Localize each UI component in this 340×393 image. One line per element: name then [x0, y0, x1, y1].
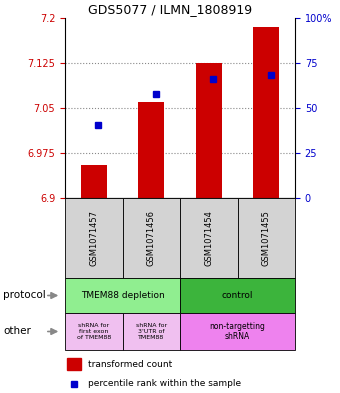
- Bar: [122, 313, 180, 350]
- Text: TMEM88 depletion: TMEM88 depletion: [81, 291, 164, 300]
- Bar: [65, 313, 122, 350]
- Bar: [253, 27, 279, 198]
- Bar: [81, 165, 107, 198]
- Bar: [180, 198, 238, 278]
- Text: protocol: protocol: [3, 290, 46, 301]
- Bar: [196, 63, 222, 198]
- Text: GSM1071456: GSM1071456: [147, 210, 156, 266]
- Text: non-targetting
shRNA: non-targetting shRNA: [209, 322, 266, 341]
- Bar: [67, 358, 81, 371]
- Text: GSM1071454: GSM1071454: [204, 210, 213, 266]
- Text: shRNA for
first exon
of TMEM88: shRNA for first exon of TMEM88: [76, 323, 111, 340]
- Bar: [65, 198, 122, 278]
- Text: other: other: [3, 327, 31, 336]
- Bar: [138, 102, 164, 198]
- Text: percentile rank within the sample: percentile rank within the sample: [88, 380, 241, 388]
- Bar: [65, 278, 180, 313]
- Bar: [180, 313, 295, 350]
- Text: shRNA for
3'UTR of
TMEM88: shRNA for 3'UTR of TMEM88: [136, 323, 167, 340]
- Text: GSM1071457: GSM1071457: [89, 210, 98, 266]
- Text: GDS5077 / ILMN_1808919: GDS5077 / ILMN_1808919: [88, 4, 252, 17]
- Text: GSM1071455: GSM1071455: [262, 210, 271, 266]
- Bar: [180, 278, 295, 313]
- Text: control: control: [222, 291, 253, 300]
- Bar: [122, 198, 180, 278]
- Text: transformed count: transformed count: [88, 360, 172, 369]
- Bar: [238, 198, 295, 278]
